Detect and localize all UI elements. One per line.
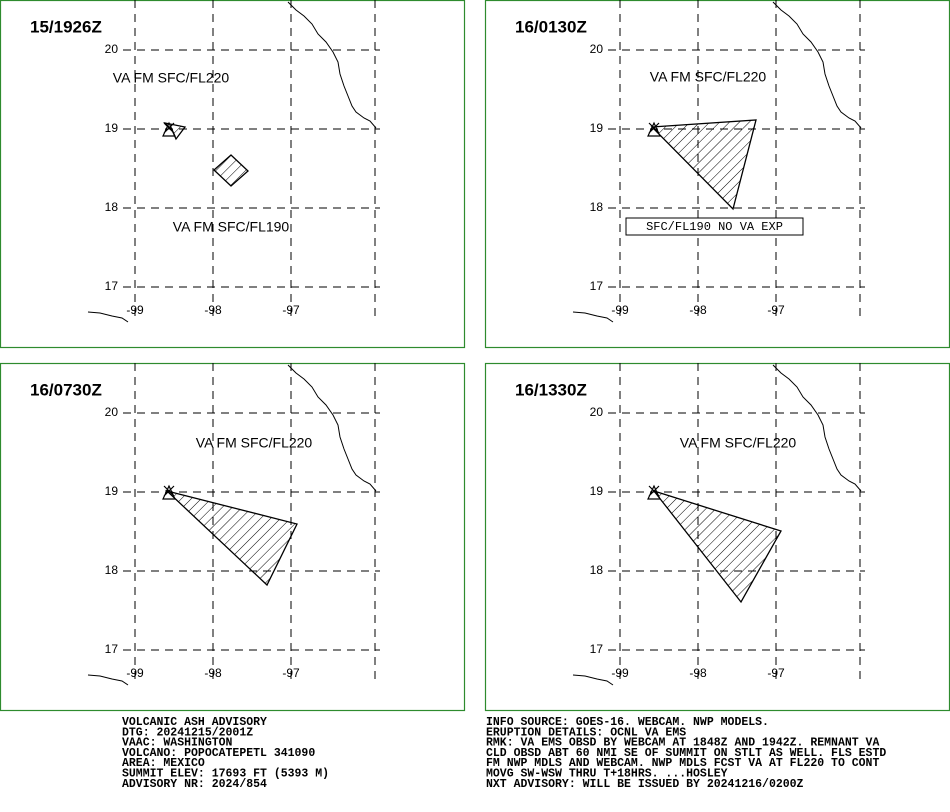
advisory-line: VOLCANIC ASH ADVISORY: [122, 716, 267, 729]
panel-frame: [0, 362, 466, 712]
coastline: [772, 1, 862, 129]
coastline: [772, 364, 862, 492]
longitude-label: -99: [611, 666, 629, 680]
longitude-label: -99: [126, 303, 144, 317]
panel-title: 16/0730Z: [30, 380, 102, 399]
volcano-symbol: [162, 121, 176, 137]
ash-label: VA FM SFC/FL220: [113, 70, 230, 86]
volcano-symbol: [162, 484, 176, 500]
latitude-label: 17: [105, 279, 119, 293]
longitude-label: -97: [282, 666, 300, 680]
latitude-label: 19: [105, 484, 119, 498]
map-panel: 20 19 18 17 -99 -98 -97 16/1330Z VA FM SFC/FL220: [484, 362, 950, 712]
advisory-line: MOVG SW-WSW THRU T+18HRS. ...HOSLEY: [486, 768, 728, 781]
ash-label: VA FM SFC/FL220: [650, 69, 767, 85]
advisory-line: INFO SOURCE: GOES-16. WEBCAM. NWP MODELS…: [486, 716, 769, 729]
longitude-label: -98: [689, 666, 707, 680]
coastline: [572, 311, 614, 323]
latitude-label: 20: [105, 405, 119, 419]
latitude-label: 18: [105, 200, 119, 214]
latitude-label: 20: [590, 405, 604, 419]
panel-frame: [0, 0, 466, 349]
volcano-symbol: [647, 484, 661, 500]
latitude-label: 18: [590, 563, 604, 577]
advisory-line: VOLCANO: POPOCATEPETL 341090: [122, 747, 315, 760]
note-label: SFC/FL190 NO VA EXP: [646, 220, 783, 234]
map-panel: 20 19 18 17 -99 -98 -97 15/1926Z VA FM SFC/FL220…: [0, 0, 466, 349]
note-box: [625, 217, 804, 236]
latitude-label: 18: [590, 200, 604, 214]
longitude-label: -97: [767, 666, 785, 680]
ash-area: [652, 489, 782, 604]
ash-area: [213, 154, 249, 187]
advisory-line: SUMMIT ELEV: 17693 FT (5393 M): [122, 768, 329, 781]
longitude-label: -97: [767, 303, 785, 317]
latitude-label: 19: [590, 121, 604, 135]
advisory-line: CLD OBSD ABT 60 NMI SE OF SUMMIT ON STLT…: [486, 747, 886, 760]
longitude-label: -97: [282, 303, 300, 317]
longitude-label: -98: [689, 303, 707, 317]
latitude-label: 17: [105, 642, 119, 656]
advisory-line: FM NWP MDLS AND WEBCAM. NWP MDLS FCST VA…: [486, 757, 879, 770]
ash-label: VA FM SFC/FL220: [196, 435, 313, 451]
ash-area: [164, 489, 298, 587]
coastline: [87, 311, 129, 323]
volcano-symbol: [647, 121, 661, 137]
map-panel: 20 19 18 17 -99 -98 -97 16/0730Z VA FM SFC/FL220: [0, 362, 466, 712]
ash-label: VA FM SFC/FL190: [173, 219, 290, 235]
latitude-label: 19: [105, 121, 119, 135]
ash-area: [650, 119, 757, 211]
panel-title: 16/1330Z: [515, 380, 587, 399]
advisory-line: DTG: 20241215/2001Z: [122, 726, 253, 739]
map-panel: 20 19 18 17 -99 -98 -97 16/0130Z VA FM SFC/FL220…: [484, 0, 950, 349]
ash-label: VA FM SFC/FL220: [680, 435, 797, 451]
coastline: [572, 674, 614, 686]
longitude-label: -99: [611, 303, 629, 317]
panel-title: 16/0130Z: [515, 17, 587, 36]
panel-title: 15/1926Z: [30, 17, 102, 36]
advisory-line: NXT ADVISORY: WILL BE ISSUED BY 20241216…: [486, 778, 804, 791]
latitude-label: 17: [590, 642, 604, 656]
coastline: [287, 364, 377, 492]
advisory-line: ADVISORY NR: 2024/854: [122, 778, 267, 791]
coastline: [87, 674, 129, 686]
latitude-label: 18: [105, 563, 119, 577]
latitude-label: 17: [590, 279, 604, 293]
advisory-line: AREA: MEXICO: [122, 757, 205, 770]
advisory-line: VAAC: WASHINGTON: [122, 737, 233, 750]
latitude-label: 20: [590, 42, 604, 56]
longitude-label: -98: [204, 303, 222, 317]
longitude-label: -98: [204, 666, 222, 680]
longitude-label: -99: [126, 666, 144, 680]
coastline: [287, 1, 377, 129]
advisory-line: RMK: VA EMS OBSD BY WEBCAM AT 1848Z AND …: [486, 737, 879, 750]
latitude-label: 19: [590, 484, 604, 498]
latitude-label: 20: [105, 42, 119, 56]
advisory-line: ERUPTION DETAILS: OCNL VA EMS: [486, 726, 686, 739]
